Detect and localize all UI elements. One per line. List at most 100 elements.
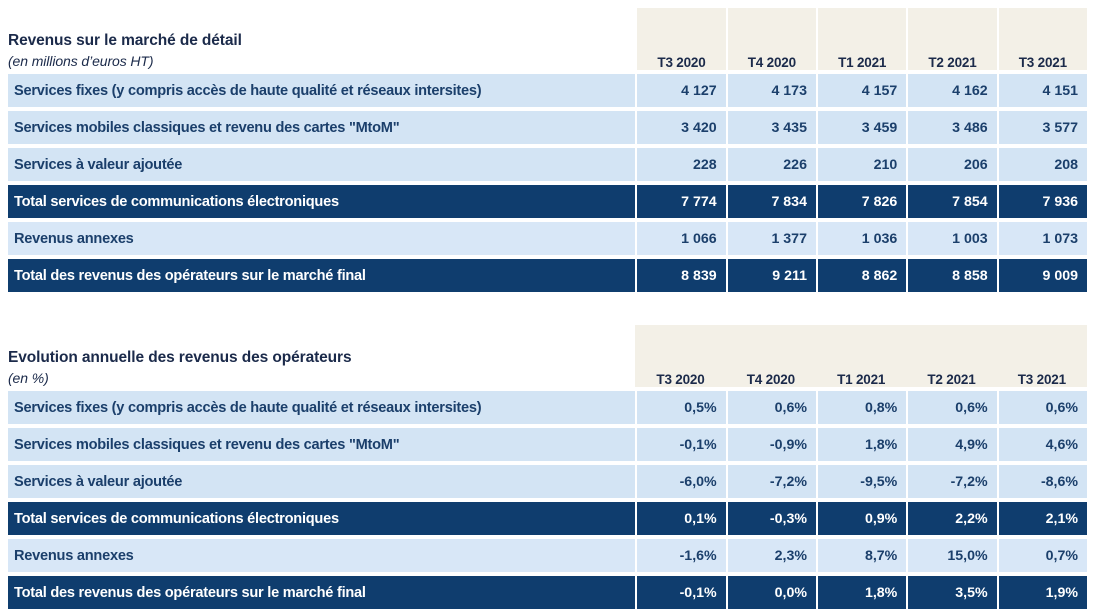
row-value: 7 774: [635, 185, 726, 218]
table-row: Total des revenus des opérateurs sur le …: [8, 576, 1087, 609]
table-title-cell: Evolution annuelle des revenus des opéra…: [8, 325, 635, 387]
row-label: Services à valeur ajoutée: [8, 148, 636, 181]
row-value: -1,6%: [635, 539, 726, 572]
table-title: Evolution annuelle des revenus des opéra…: [8, 349, 352, 367]
row-label: Services mobiles classiques et revenu de…: [8, 428, 636, 461]
row-value: 206: [906, 148, 997, 181]
row-value: -7,2%: [906, 465, 997, 498]
row-value: -0,1%: [635, 428, 726, 461]
row-value: 4 173: [725, 74, 816, 107]
row-spacer-cell: [8, 424, 1087, 428]
row-value: 0,1%: [635, 502, 726, 535]
row-spacer: [8, 424, 1087, 428]
table-evolution-annuelle: Evolution annuelle des revenus des opéra…: [8, 325, 1087, 609]
table-unit-label: (en millions d’euros HT): [8, 52, 154, 69]
column-header: T1 2021: [815, 325, 907, 387]
table-row: Total des revenus des opérateurs sur le …: [8, 259, 1087, 292]
row-value: -6,0%: [635, 465, 726, 498]
row-value: 8,7%: [815, 539, 907, 572]
row-value: 3 459: [815, 111, 907, 144]
row-value: -0,1%: [635, 576, 726, 609]
row-spacer: [8, 218, 1087, 222]
table-row: Total services de communications électro…: [8, 502, 1087, 535]
row-value: 4 127: [635, 74, 726, 107]
row-value: 1 003: [906, 222, 997, 255]
row-spacer: [8, 107, 1087, 111]
table-row: Services à valeur ajoutée -6,0% -7,2% -9,5%…: [8, 465, 1087, 498]
row-value: 1 066: [635, 222, 726, 255]
row-value: 1,9%: [996, 576, 1087, 609]
row-value: 15,0%: [906, 539, 997, 572]
row-value: 8 862: [815, 259, 907, 292]
row-label: Total des revenus des opérateurs sur le …: [8, 576, 636, 609]
row-value: 3 486: [906, 111, 997, 144]
row-value: 1,8%: [815, 428, 907, 461]
row-spacer: [8, 498, 1087, 502]
row-spacer-cell: [8, 387, 1087, 391]
data-table: Revenus sur le marché de détail (en milli…: [8, 8, 1087, 292]
row-value: -9,5%: [815, 465, 907, 498]
row-value: 2,2%: [906, 502, 997, 535]
row-value: 228: [635, 148, 726, 181]
row-value: 4 157: [815, 74, 907, 107]
row-spacer: [8, 144, 1087, 148]
column-header: T2 2021: [906, 8, 997, 70]
row-label: Total services de communications électro…: [8, 185, 636, 218]
row-label: Total des revenus des opérateurs sur le …: [8, 259, 636, 292]
table-title: Revenus sur le marché de détail: [8, 32, 242, 50]
row-value: 0,6%: [906, 391, 997, 424]
row-spacer: [8, 255, 1087, 259]
row-spacer: [8, 181, 1087, 185]
row-value: 1 036: [815, 222, 907, 255]
column-header: T3 2021: [996, 8, 1087, 70]
table-body: Revenus sur le marché de détail (en milli…: [8, 8, 1087, 292]
row-value: 208: [996, 148, 1087, 181]
column-header: T4 2020: [725, 325, 816, 387]
row-label: Total services de communications électro…: [8, 502, 636, 535]
table-row: Services mobiles classiques et revenu de…: [8, 428, 1087, 461]
row-value: 3 420: [635, 111, 726, 144]
row-label: Revenus annexes: [8, 539, 636, 572]
column-header: T3 2021: [996, 325, 1087, 387]
row-spacer-cell: [8, 218, 1087, 222]
row-value: 1 377: [725, 222, 816, 255]
row-spacer-cell: [8, 144, 1087, 148]
row-label: Services mobiles classiques et revenu de…: [8, 111, 636, 144]
row-label: Services à valeur ajoutée: [8, 465, 636, 498]
row-spacer-cell: [8, 70, 1087, 74]
row-value: 8 839: [635, 259, 726, 292]
column-header: T2 2021: [906, 325, 997, 387]
row-value: 210: [815, 148, 907, 181]
row-value: -8,6%: [996, 465, 1087, 498]
table-row: Services fixes (y compris accès de haute…: [8, 391, 1087, 424]
row-spacer: [8, 387, 1087, 391]
row-value: 3,5%: [906, 576, 997, 609]
row-label: Services fixes (y compris accès de haute…: [8, 391, 636, 424]
row-value: 0,5%: [635, 391, 726, 424]
table-revenus-marche-detail: Revenus sur le marché de détail (en milli…: [8, 8, 1087, 292]
row-spacer-cell: [8, 181, 1087, 185]
row-spacer-cell: [8, 535, 1087, 539]
row-spacer: [8, 461, 1087, 465]
row-value: 4,6%: [996, 428, 1087, 461]
row-spacer: [8, 70, 1087, 74]
row-value: 7 854: [906, 185, 997, 218]
row-value: -0,3%: [725, 502, 816, 535]
row-value: 3 435: [725, 111, 816, 144]
row-spacer: [8, 572, 1087, 576]
row-value: 7 936: [996, 185, 1087, 218]
row-value: 7 834: [725, 185, 816, 218]
row-value: 2,3%: [725, 539, 816, 572]
row-spacer-cell: [8, 107, 1087, 111]
table-row: Total services de communications électro…: [8, 185, 1087, 218]
table-row: Services mobiles classiques et revenu de…: [8, 111, 1087, 144]
row-value: 2,1%: [996, 502, 1087, 535]
row-value: 8 858: [906, 259, 997, 292]
row-value: 0,7%: [996, 539, 1087, 572]
row-value: 4 151: [996, 74, 1087, 107]
table-header-row: Revenus sur le marché de détail (en milli…: [8, 8, 1087, 70]
row-value: 0,8%: [815, 391, 907, 424]
row-value: 0,0%: [725, 576, 816, 609]
row-value: 4 162: [906, 74, 997, 107]
